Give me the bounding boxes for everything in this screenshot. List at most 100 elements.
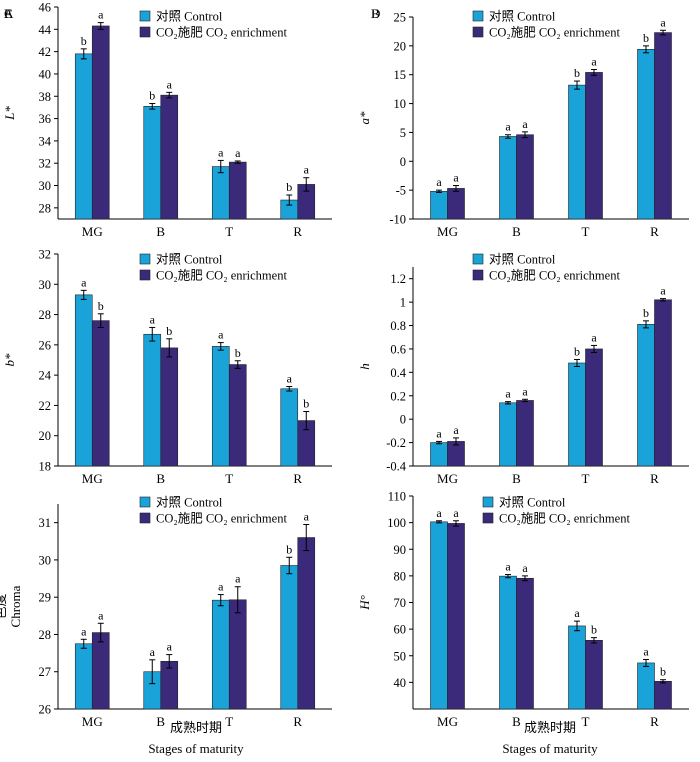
significance-letter: a	[505, 387, 511, 401]
y-tick-label: -0.4	[386, 460, 407, 474]
bar-control	[637, 49, 655, 220]
significance-letter: a	[574, 606, 580, 620]
significance-letter: a	[150, 312, 156, 326]
significance-letter: b	[149, 89, 155, 103]
significance-letter: a	[287, 372, 293, 386]
bar-co2	[297, 537, 316, 710]
bar-control	[430, 442, 448, 467]
y-tick-label: 0.8	[390, 319, 406, 333]
significance-letter: a	[98, 608, 104, 622]
bar-control	[430, 190, 448, 220]
significance-letter: b	[235, 346, 241, 360]
significance-letter: b	[286, 180, 292, 194]
bar-co2	[447, 523, 465, 710]
x-tick-label: MG	[437, 471, 458, 486]
y-tick-label: 1	[400, 296, 406, 310]
y-axis-title: H°	[357, 595, 372, 611]
significance-letter: a	[218, 580, 224, 594]
y-tick-label: 28	[39, 628, 52, 642]
legend-swatch-co2	[139, 269, 151, 281]
legend-label-co2: CO₂施肥 CO₂ enrichment	[156, 26, 287, 40]
panel-label: B	[371, 6, 380, 21]
significance-letter: b	[574, 344, 580, 358]
bar-co2	[160, 347, 179, 467]
bar-co2	[585, 72, 603, 220]
y-tick-label: 27	[39, 665, 52, 679]
y-tick-label: 1.2	[390, 272, 406, 286]
significance-letter: a	[304, 510, 310, 524]
x-tick-label: MG	[82, 471, 103, 486]
x-axis-title-en: Stages of maturity	[502, 741, 598, 756]
x-tick-label: R	[650, 714, 659, 729]
x-tick-label: B	[156, 224, 165, 239]
x-tick-label: B	[512, 471, 521, 486]
legend-label-co2: CO₂施肥 CO₂ enrichment	[156, 512, 287, 526]
x-tick-label: T	[225, 224, 233, 239]
significance-letter: a	[660, 284, 666, 298]
significance-letter: a	[436, 175, 442, 189]
legend-swatch-control	[139, 10, 151, 22]
panel-label: E	[4, 6, 12, 21]
bar-co2	[516, 400, 534, 467]
y-tick-label: 18	[39, 460, 52, 474]
y-tick-label: 25	[394, 11, 407, 25]
legend-swatch-co2	[472, 269, 484, 281]
bar-co2	[91, 320, 110, 467]
y-tick-label: 20	[394, 39, 407, 53]
bar-control	[74, 643, 93, 710]
panel-label: C	[4, 6, 13, 21]
significance-letter: a	[436, 426, 442, 440]
x-tick-label: MG	[437, 224, 458, 239]
x-tick-label: R	[650, 224, 659, 239]
significance-letter: a	[167, 640, 173, 654]
significance-letter: b	[81, 34, 87, 48]
significance-letter: a	[522, 117, 528, 131]
legend-label-control: 对照 Control	[489, 10, 556, 24]
bar-control	[499, 402, 517, 467]
bar-co2	[654, 299, 672, 467]
bar-co2	[585, 640, 603, 710]
x-tick-label: B	[512, 224, 521, 239]
y-tick-label: 38	[39, 90, 52, 104]
panel-label: A	[4, 6, 14, 21]
significance-letter: a	[453, 423, 459, 437]
panel-label: D	[371, 6, 380, 21]
significance-letter: a	[81, 624, 87, 638]
y-axis-title-en: Chroma	[8, 585, 23, 627]
y-tick-label: 70	[394, 596, 407, 610]
x-tick-label: T	[582, 471, 590, 486]
y-tick-label: 15	[394, 68, 407, 82]
significance-letter: b	[643, 31, 649, 45]
legend-label-control: 对照 Control	[499, 496, 566, 510]
bar-co2	[654, 681, 672, 710]
bar-co2	[91, 632, 110, 710]
bar-control	[280, 388, 299, 467]
y-tick-label: 5	[400, 126, 406, 140]
significance-letter: a	[81, 275, 87, 289]
y-tick-label: 30	[39, 553, 52, 567]
legend-label-co2: CO₂施肥 CO₂ enrichment	[489, 26, 620, 40]
y-axis-title: b*	[2, 353, 17, 367]
y-axis-title: a*	[357, 111, 372, 125]
x-tick-label: MG	[82, 714, 103, 729]
y-tick-label: 90	[394, 543, 407, 557]
y-axis-title: L*	[2, 106, 17, 121]
y-tick-label: 28	[39, 308, 52, 322]
y-tick-label: 34	[39, 134, 52, 148]
bar-control	[499, 136, 517, 220]
y-tick-label: 10	[394, 97, 407, 111]
y-tick-label: 22	[39, 399, 52, 413]
significance-letter: a	[304, 163, 310, 177]
significance-letter: a	[522, 561, 528, 575]
y-tick-label: 29	[39, 591, 52, 605]
bar-control	[568, 362, 586, 467]
significance-letter: a	[218, 328, 224, 342]
y-tick-label: 30	[39, 278, 52, 292]
y-tick-label: 24	[39, 369, 52, 383]
x-axis-title-zh: 成熟时期	[524, 720, 576, 735]
panel-label: F	[371, 6, 378, 21]
bar-control	[74, 53, 93, 220]
